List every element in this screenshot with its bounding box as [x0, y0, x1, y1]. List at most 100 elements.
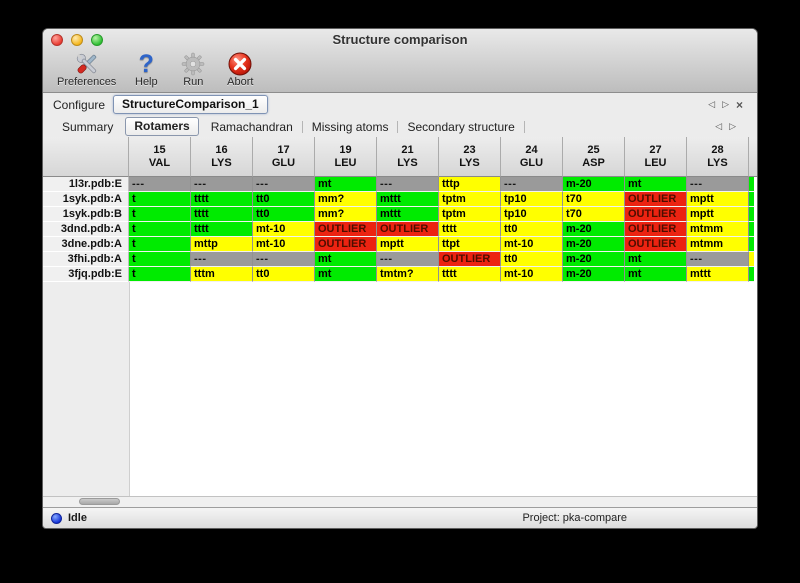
table-cell[interactable]: --- [129, 177, 191, 192]
table-cell[interactable]: m-20 [563, 252, 625, 267]
table-cell[interactable]: tt0 [253, 192, 315, 207]
table-cell[interactable]: t70 [563, 192, 625, 207]
horizontal-scrollbar[interactable] [43, 496, 757, 507]
table-cell[interactable]: OUTLIER [439, 252, 501, 267]
tab-prev-arrow-icon[interactable]: ◁ [715, 121, 723, 131]
table-cell[interactable]: tptm [439, 192, 501, 207]
table-cell[interactable]: mttt [377, 207, 439, 222]
table-cell[interactable]: m-20 [563, 222, 625, 237]
table-cell[interactable]: tttt [191, 192, 253, 207]
table-cell[interactable]: mm? [315, 207, 377, 222]
table-cell[interactable]: mt [625, 252, 687, 267]
table-cell[interactable]: mt-10 [501, 237, 563, 252]
table-cell[interactable]: mt-10 [253, 237, 315, 252]
column-header-23[interactable]: 23 LYS [439, 137, 501, 177]
scrollbar-thumb[interactable] [79, 498, 120, 505]
titlebar[interactable]: Structure comparison [43, 29, 757, 50]
table-cell[interactable]: tttt [191, 222, 253, 237]
table-cell-partial[interactable] [749, 177, 754, 192]
minimize-window-button[interactable] [71, 34, 83, 46]
config-close-icon[interactable]: × [735, 97, 743, 112]
table-cell[interactable]: OUTLIER [315, 222, 377, 237]
table-cell[interactable]: t [129, 222, 191, 237]
table-cell[interactable]: tttm [191, 267, 253, 282]
table-cell[interactable]: mtmm [687, 237, 749, 252]
table-cell[interactable]: tt0 [501, 222, 563, 237]
tab-missing-atoms[interactable]: Missing atoms [311, 119, 389, 134]
config-next-arrow-icon[interactable]: ▷ [722, 99, 729, 109]
preferences-button[interactable]: Preferences [57, 51, 116, 88]
column-header-25[interactable]: 25 ASP [563, 137, 625, 177]
row-label[interactable]: 3fjq.pdb:E [43, 267, 129, 282]
zoom-window-button[interactable] [91, 34, 103, 46]
table-cell[interactable]: mt [315, 267, 377, 282]
table-cell[interactable]: tt0 [253, 207, 315, 222]
table-cell[interactable]: mttt [687, 267, 749, 282]
configuration-tab[interactable]: StructureComparison_1 [113, 95, 268, 114]
table-cell[interactable]: tt0 [253, 267, 315, 282]
table-cell[interactable]: --- [501, 177, 563, 192]
table-cell[interactable]: mt [315, 177, 377, 192]
table-cell[interactable]: --- [191, 252, 253, 267]
table-cell[interactable]: tttt [439, 222, 501, 237]
table-cell[interactable]: mt [625, 267, 687, 282]
run-button[interactable]: Run [176, 51, 210, 88]
table-cell[interactable]: --- [377, 252, 439, 267]
table-cell[interactable]: m-20 [563, 237, 625, 252]
table-cell[interactable]: OUTLIER [625, 192, 687, 207]
table-cell[interactable]: --- [377, 177, 439, 192]
table-cell[interactable]: ttpt [439, 237, 501, 252]
column-header-21[interactable]: 21 LYS [377, 137, 439, 177]
table-cell[interactable]: mttp [191, 237, 253, 252]
column-header-16[interactable]: 16 LYS [191, 137, 253, 177]
table-cell[interactable]: mm? [315, 192, 377, 207]
tab-next-arrow-icon[interactable]: ▷ [729, 121, 736, 131]
table-cell[interactable]: OUTLIER [625, 237, 687, 252]
tab-ramachandran[interactable]: Ramachandran [210, 119, 293, 134]
column-header-28[interactable]: 28 LYS [687, 137, 749, 177]
table-cell[interactable]: tt0 [501, 252, 563, 267]
table-cell[interactable]: t [129, 192, 191, 207]
table-cell[interactable]: t [129, 252, 191, 267]
table-cell[interactable]: --- [253, 177, 315, 192]
table-cell-partial[interactable] [749, 222, 754, 237]
table-cell-partial[interactable] [749, 192, 754, 207]
table-cell[interactable]: --- [191, 177, 253, 192]
table-cell[interactable]: mptt [377, 237, 439, 252]
table-cell[interactable]: mtmm [687, 222, 749, 237]
column-header-24[interactable]: 24 GLU [501, 137, 563, 177]
row-label[interactable]: 1syk.pdb:B [43, 207, 129, 222]
row-label[interactable]: 3dnd.pdb:A [43, 222, 129, 237]
column-header-19[interactable]: 19 LEU [315, 137, 377, 177]
table-cell[interactable]: --- [253, 252, 315, 267]
row-label[interactable]: 3dne.pdb:A [43, 237, 129, 252]
table-cell[interactable]: tp10 [501, 192, 563, 207]
table-cell[interactable]: m-20 [563, 177, 625, 192]
table-cell[interactable]: t [129, 237, 191, 252]
table-cell[interactable]: mttt [377, 192, 439, 207]
table-cell[interactable]: tttt [191, 207, 253, 222]
tab-secondary-structure[interactable]: Secondary structure [407, 119, 515, 134]
table-cell[interactable]: mt-10 [501, 267, 563, 282]
table-cell[interactable]: tmtm? [377, 267, 439, 282]
table-cell[interactable]: mt [315, 252, 377, 267]
table-cell[interactable]: mt [625, 177, 687, 192]
column-header-27[interactable]: 27 LEU [625, 137, 687, 177]
table-cell[interactable]: --- [687, 177, 749, 192]
column-header-17[interactable]: 17 GLU [253, 137, 315, 177]
table-cell[interactable]: --- [687, 252, 749, 267]
table-cell-partial[interactable] [749, 207, 754, 222]
table-cell[interactable]: OUTLIER [315, 237, 377, 252]
tab-rotamers[interactable]: Rotamers [125, 117, 199, 136]
table-cell[interactable]: m-20 [563, 267, 625, 282]
config-prev-arrow-icon[interactable]: ◁ [708, 99, 716, 109]
table-cell[interactable]: tp10 [501, 207, 563, 222]
table-cell-partial[interactable] [749, 267, 754, 282]
table-cell[interactable]: OUTLIER [377, 222, 439, 237]
row-label[interactable]: 3fhi.pdb:A [43, 252, 129, 267]
row-label[interactable]: 1l3r.pdb:E [43, 177, 129, 192]
table-cell[interactable]: t [129, 207, 191, 222]
table-cell[interactable]: tttt [439, 267, 501, 282]
table-cell[interactable]: mt-10 [253, 222, 315, 237]
column-header-15[interactable]: 15 VAL [129, 137, 191, 177]
